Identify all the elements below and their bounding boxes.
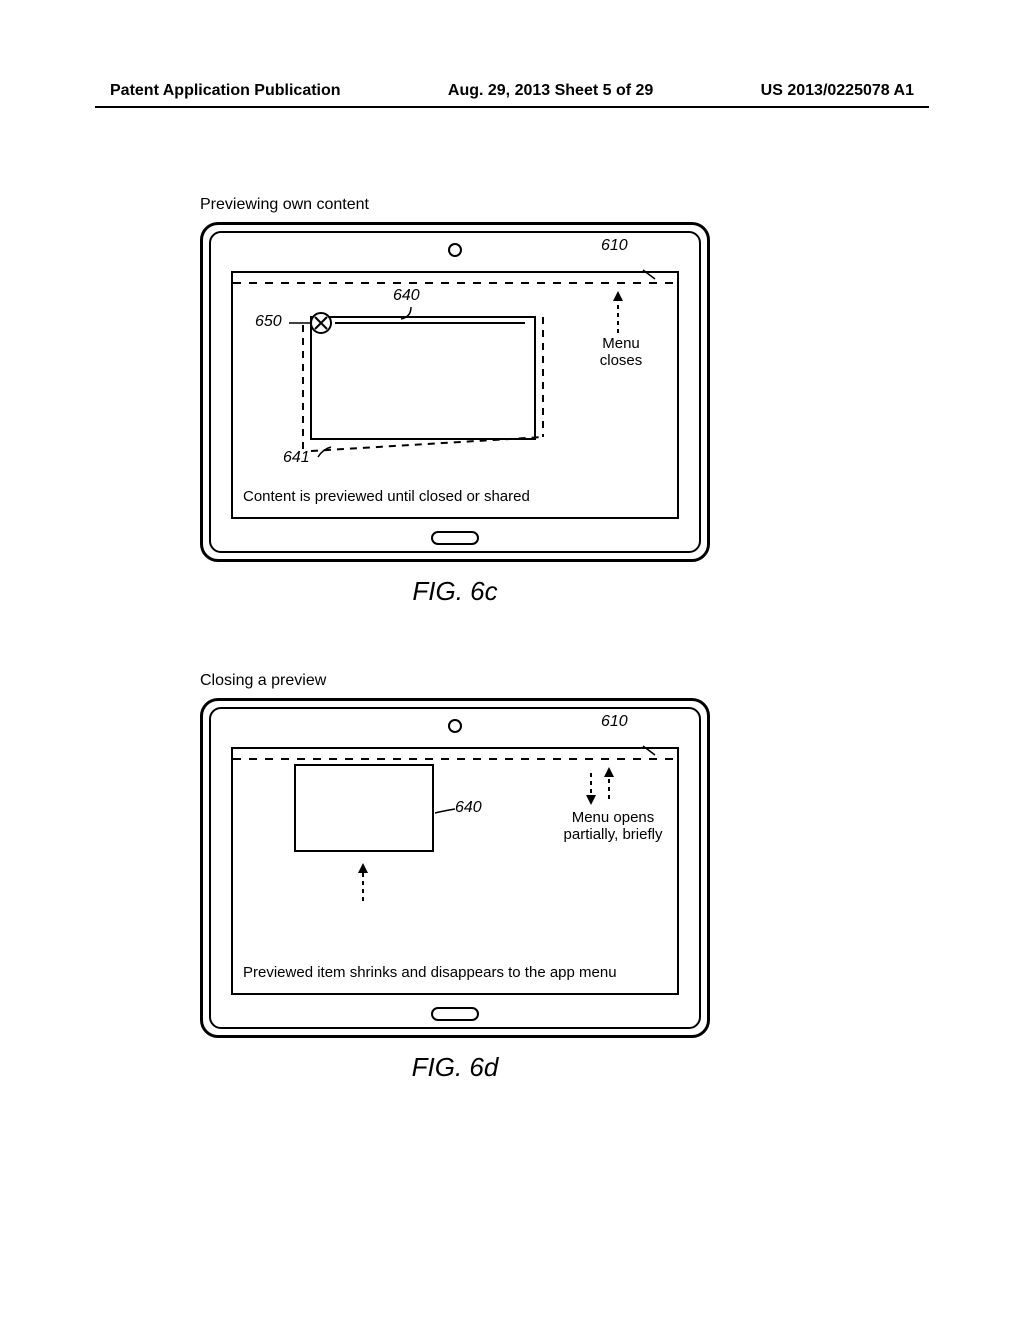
fig6c-inner-text: Content is previewed until closed or sha…	[243, 488, 667, 507]
fig6d-caption: FIG. 6d	[200, 1052, 710, 1083]
figure-6d: Closing a preview Previewed item shrinks…	[200, 672, 710, 1083]
header-right: US 2013/0225078 A1	[761, 82, 914, 100]
ref-640-6d: 640	[455, 799, 482, 817]
fig6d-inner-text: Previewed item shrinks and disappears to…	[243, 964, 667, 983]
ref-610-6d: 610	[601, 713, 628, 731]
ref-640-6c: 640	[393, 287, 420, 305]
fig6d-title: Closing a preview	[200, 672, 710, 690]
page-header: Patent Application Publication Aug. 29, …	[0, 82, 1024, 100]
camera-icon	[448, 719, 462, 733]
header-rule	[95, 106, 929, 108]
fig6c-title: Previewing own content	[200, 196, 710, 214]
ref-641-6c: 641	[283, 449, 310, 467]
fig6c-caption: FIG. 6c	[200, 576, 710, 607]
camera-icon	[448, 243, 462, 257]
figure-6c: Previewing own content Content is previe…	[200, 196, 710, 607]
menu-closes-label: Menu closes	[591, 335, 651, 370]
menu-opens-label: Menu opens partially, briefly	[553, 809, 673, 844]
home-button-icon	[431, 531, 479, 545]
header-left: Patent Application Publication	[110, 82, 341, 100]
device-6c: Content is previewed until closed or sha…	[200, 222, 710, 562]
device-6d: Previewed item shrinks and disappears to…	[200, 698, 710, 1038]
content-area-6d: Previewed item shrinks and disappears to…	[231, 747, 679, 995]
ref-610-6c: 610	[601, 237, 628, 255]
header-center: Aug. 29, 2013 Sheet 5 of 29	[448, 82, 653, 100]
home-button-icon	[431, 1007, 479, 1021]
content-area-6c: Content is previewed until closed or sha…	[231, 271, 679, 519]
ref-650-6c: 650	[255, 313, 282, 331]
